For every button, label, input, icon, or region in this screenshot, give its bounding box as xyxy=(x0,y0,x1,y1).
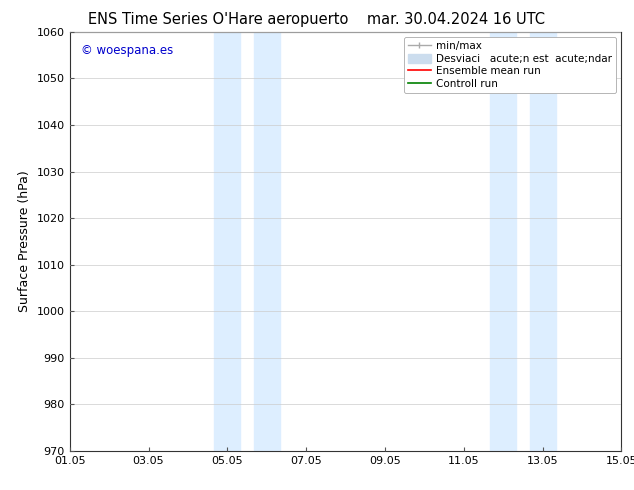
Bar xyxy=(254,32,280,451)
Text: ENS Time Series O'Hare aeropuerto    mar. 30.04.2024 16 UTC: ENS Time Series O'Hare aeropuerto mar. 3… xyxy=(89,12,545,27)
Text: © woespana.es: © woespana.es xyxy=(81,45,173,57)
Bar xyxy=(214,32,240,451)
Bar xyxy=(490,32,516,451)
Legend: min/max, Desviaci   acute;n est  acute;ndar, Ensemble mean run, Controll run: min/max, Desviaci acute;n est acute;ndar… xyxy=(404,37,616,93)
Y-axis label: Surface Pressure (hPa): Surface Pressure (hPa) xyxy=(18,171,31,312)
Bar xyxy=(529,32,555,451)
